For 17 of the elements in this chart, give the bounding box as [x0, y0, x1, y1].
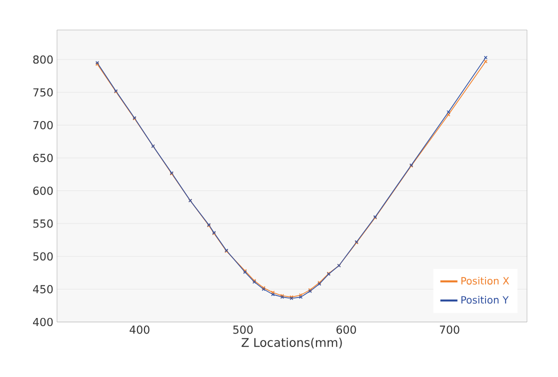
x-tick-label: 600 [336, 326, 356, 334]
x-axis-title: Z Locations(mm) [242, 338, 342, 348]
y-tick-label: 400 [33, 318, 53, 326]
y-tick-label: 700 [33, 120, 53, 130]
y-tick-label: 500 [33, 252, 53, 261]
x-tick-label: 700 [440, 326, 460, 334]
x-tick-label: 500 [233, 326, 253, 334]
y-tick-label: 750 [33, 88, 53, 96]
point [446, 110, 450, 114]
legend-label: Position Y [461, 296, 509, 304]
y-tick-label: 600 [33, 186, 53, 195]
y-tick-label: 800 [33, 55, 53, 64]
y-tick-label: 650 [33, 154, 53, 162]
y-tick-label: 550 [33, 219, 53, 228]
y-tick-label: 450 [33, 285, 53, 294]
x-tick-label: 400 [130, 326, 150, 334]
legend-label: Position X [461, 276, 510, 285]
